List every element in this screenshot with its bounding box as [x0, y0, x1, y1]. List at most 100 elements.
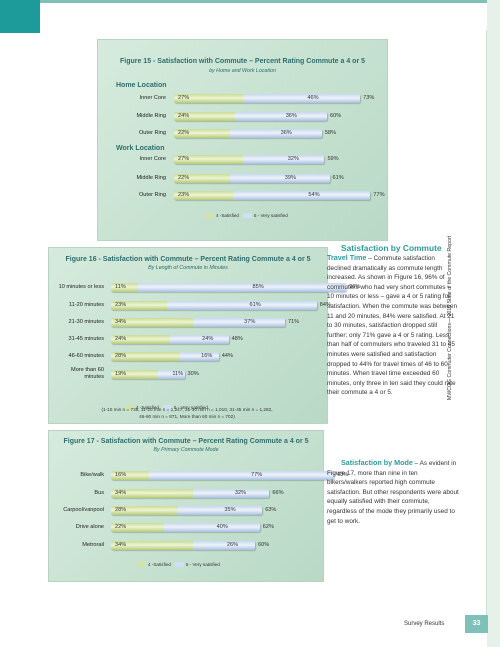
value-label-total: 59% [327, 156, 339, 162]
legend-label-very-satisfied: 5 - Very satisfied [173, 405, 208, 410]
value-label-very-satisfied: 24% [202, 336, 214, 342]
value-label-total: 93% [337, 472, 349, 478]
bar-10-minutes-or-less [111, 283, 347, 292]
value-label-very-satisfied: 54% [308, 192, 320, 198]
value-label-total: 62% [262, 524, 274, 530]
bar-segment-satisfied [174, 191, 233, 200]
category-label-middle-ring: Middle Ring [136, 175, 166, 181]
value-label-total: 61% [332, 175, 344, 181]
value-label-satisfied: 28% [115, 353, 127, 359]
travel-time-run-in-heading: Travel Time [327, 253, 367, 262]
value-label-satisfied: 24% [115, 336, 127, 342]
category-label-outer-ring: Outer Ring [138, 192, 166, 198]
mode-paragraph: Satisfaction by Mode – As evident in Fig… [327, 458, 459, 526]
section-heading-travel-time: Satisfaction by Commute [341, 243, 442, 253]
figure-16-note-line-2: 46-60 min n = 871, More than 60 min n = … [139, 414, 235, 419]
legend-label-very-satisfied: 5 - Very satisfied [253, 213, 288, 218]
bar-segment-satisfied [111, 318, 195, 327]
value-label-very-satisfied: 36% [285, 113, 297, 119]
value-label-very-satisfied: 16% [201, 353, 213, 359]
value-label-satisfied: 34% [115, 319, 127, 325]
value-label-very-satisfied: 26% [226, 542, 239, 548]
right-column-rule [486, 30, 487, 630]
value-label-satisfied: 23% [115, 302, 127, 308]
figure-17-subtitle: By Primary Commute Mode [153, 447, 219, 453]
bar-segment-satisfied [111, 541, 193, 550]
corner-tab [0, 0, 40, 33]
value-label-very-satisfied: 46% [307, 95, 319, 101]
bar-segment-satisfied [111, 506, 179, 515]
footer-section-label: Survey Results [404, 621, 445, 627]
value-label-satisfied: 22% [178, 175, 190, 181]
value-label-very-satisfied: 11% [172, 371, 184, 377]
category-label-10-minutes-or-less: 10 minutes or less [58, 284, 104, 290]
bar-segment-satisfied [111, 471, 150, 480]
travel-time-paragraph: Travel Time – Commute satisfaction decli… [327, 253, 459, 398]
travel-time-body: – Commute satisfaction declined dramatic… [327, 255, 458, 397]
value-label-total: 44% [221, 353, 233, 359]
value-label-total: 66% [272, 490, 284, 496]
value-label-total: 84% [319, 302, 331, 308]
bar-segment-satisfied [111, 489, 193, 498]
legend-swatch-very-satisfied [174, 562, 184, 568]
figure-17-panel: Figure 17 - Satisfaction with Commute – … [48, 430, 348, 582]
bar-bike-walk [111, 471, 335, 480]
category-label-bus: Bus [94, 490, 104, 496]
figure-15-subtitle: by Home and Work Location [209, 68, 276, 74]
right-margin-strip [487, 0, 500, 647]
value-label-total: 48% [231, 336, 243, 342]
value-label-total: 73% [363, 95, 375, 101]
bar-inner-core [174, 155, 325, 164]
figure-16-panel: Figure 16 - Satisfaction with Commute – … [48, 247, 360, 424]
bar-segment-satisfied [174, 129, 231, 138]
bar-segment-satisfied [111, 523, 164, 532]
bar-outer-ring [174, 191, 371, 200]
value-label-satisfied: 27% [178, 156, 190, 162]
bar-segment-satisfied [174, 94, 243, 103]
category-label-bike-walk: Bike/walk [80, 472, 104, 478]
category-label-metrorail: Metrorail [82, 542, 104, 548]
value-label-total: 63% [265, 507, 277, 513]
value-label-satisfied: 22% [115, 524, 127, 530]
value-label-very-satisfied: 40% [216, 524, 228, 530]
page-number: 33 [465, 615, 488, 633]
figure-17-legend: 4 -Satisfied 5 - Very satisfied [137, 562, 220, 568]
value-label-satisfied: 16% [115, 472, 127, 478]
figure-15-title: Figure 15 - Satisfaction with Commute – … [119, 58, 366, 65]
category-label-middle-ring: Middle Ring [136, 113, 166, 119]
legend-label-very-satisfied: 5 - Very satisfied [185, 562, 220, 567]
value-label-very-satisfied: 32% [287, 156, 299, 162]
bar-metrorail [111, 541, 255, 550]
bar-21-30-minutes [111, 318, 285, 327]
value-label-total: 60% [258, 542, 270, 548]
value-label-very-satisfied: 36% [280, 130, 292, 136]
value-label-very-satisfied: 77% [251, 472, 263, 478]
top-rule [40, 0, 500, 3]
bar-segment-satisfied [111, 301, 168, 310]
legend-swatch-very-satisfied [242, 213, 252, 219]
bar-segment-satisfied [111, 335, 170, 344]
home-location-heading: Home Location [116, 82, 167, 89]
category-label-drive-alone: Drive alone [75, 524, 104, 530]
value-label-total: 30% [187, 371, 199, 377]
legend-label-satisfied: 4 -Satisfied [216, 213, 239, 218]
value-label-total: 71% [287, 319, 300, 325]
value-label-very-satisfied: 32% [234, 490, 247, 496]
bar-inner-core [174, 94, 361, 103]
category-label-outer-ring: Outer Ring [138, 130, 166, 136]
value-label-total: 60% [330, 113, 342, 119]
bar-drive-alone [111, 523, 260, 532]
category-label-21-30-minutes: 21-30 minutes [68, 319, 104, 325]
category-label-31-45-minutes: 31-45 minutes [68, 336, 104, 342]
legend-swatch-satisfied [205, 213, 214, 219]
bar-11-20-minutes [111, 301, 317, 310]
work-location-heading: Work Location [116, 145, 165, 152]
figure-16-note-line-1: (1-10 min n = 735, 11-20 min n = 1,247, … [101, 407, 273, 412]
value-label-very-satisfied: 39% [284, 175, 296, 181]
bar-outer-ring [174, 129, 322, 138]
mode-run-in-heading: Satisfaction by Mode [341, 458, 413, 467]
figure-17-title: Figure 17 - Satisfaction with Commute – … [63, 438, 309, 445]
mode-body: – As evident in Figure 17, more than nin… [327, 460, 459, 525]
sidebar-report-title: MWCOG Commuter Connections— 2010 State o… [447, 235, 453, 400]
value-label-satisfied: 27% [178, 95, 190, 101]
